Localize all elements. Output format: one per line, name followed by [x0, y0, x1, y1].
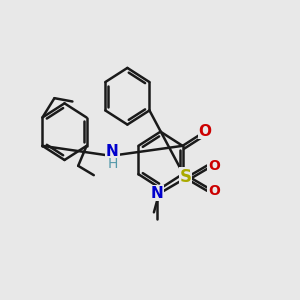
Text: N: N [151, 186, 164, 201]
Text: N: N [106, 144, 119, 159]
Text: O: O [199, 124, 212, 139]
Text: S: S [179, 167, 191, 185]
Text: O: O [208, 158, 220, 172]
Text: O: O [208, 184, 220, 198]
Text: H: H [107, 157, 118, 171]
